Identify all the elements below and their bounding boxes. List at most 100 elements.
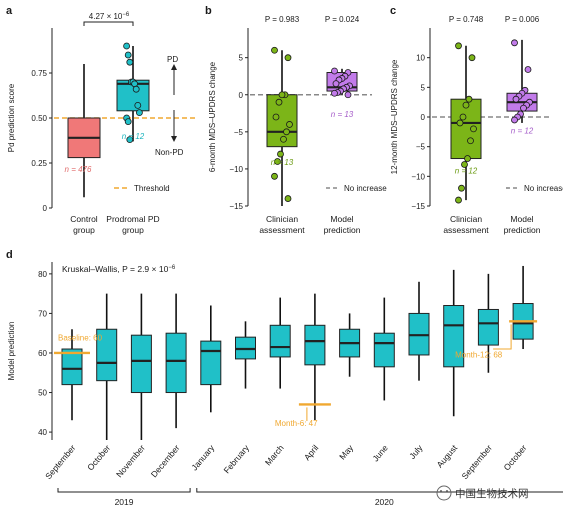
y-tick-label: −10	[411, 172, 425, 181]
data-point	[331, 89, 338, 97]
month-0-box	[61, 348, 83, 386]
data-point	[524, 66, 532, 73]
wechat-icon	[436, 485, 452, 501]
x-month-label: July	[407, 442, 425, 461]
kruskal-wallis-text: Kruskal–Wallis, P = 2.9 × 10	[62, 264, 169, 274]
y-tick-label: 0.50	[31, 114, 47, 123]
n-label: n = 476	[65, 165, 92, 174]
n-label: n = 12	[511, 127, 534, 136]
data-point	[283, 128, 290, 136]
wechat-icon-eye	[440, 490, 442, 492]
y-tick-label: 10	[416, 54, 425, 63]
arrow-down-label: Non-PD	[155, 148, 184, 157]
panel-b-chart: −15 −10 −5 0 5 6-month MDS–UPDRS change P = 0.…	[208, 15, 387, 235]
panel-a-chart: 0 0.25 0.50 0.75 Pd prediction score n = 476 C…	[7, 12, 196, 235]
x-category-label: Clinician	[450, 214, 482, 224]
panel-letter-b: b	[205, 5, 212, 17]
data-point	[132, 85, 140, 93]
month12-label: Month-12: 68	[455, 351, 503, 360]
panel-d-chart: 40 50 60 70 80 Model prediction September Octob…	[7, 262, 563, 507]
x-category-label: prediction	[504, 225, 541, 235]
data-point	[134, 102, 142, 109]
y-tick-label: 50	[38, 389, 47, 398]
y-axis-label: 12-month MDS–UPDRS change	[390, 59, 399, 174]
x-category-label: assessment	[443, 225, 489, 235]
y-tick-label: 70	[38, 309, 47, 318]
bracket-p-value: 4.27 × 10−6	[89, 12, 130, 21]
x-month-label: April	[302, 443, 321, 463]
p-value-label: P = 0.983	[265, 15, 300, 24]
data-point	[455, 196, 462, 204]
wechat-icon-eye	[446, 490, 448, 492]
data-point	[272, 113, 280, 121]
panel-letter-c: c	[390, 5, 396, 17]
legend-threshold-label: Threshold	[134, 184, 170, 193]
data-point	[271, 46, 278, 54]
data-point	[331, 67, 338, 75]
month-6-box	[269, 324, 291, 358]
legend-reference-label: No increase	[524, 184, 563, 193]
x-month-label: May	[337, 442, 355, 461]
x-month-label: June	[370, 443, 390, 464]
significance-bracket	[83, 21, 134, 26]
data-point	[465, 95, 473, 103]
watermark-text: 中国生物技术网	[455, 487, 529, 500]
p-value-label: P = 0.006	[505, 15, 540, 24]
data-point	[275, 98, 283, 106]
month-1-box	[96, 328, 118, 382]
data-point	[511, 39, 518, 47]
x-month-label: December	[149, 443, 182, 480]
month-7-box	[304, 324, 326, 366]
y-axis-label: Model prediction	[7, 322, 16, 381]
y-tick-label: −15	[229, 202, 243, 211]
data-point	[456, 119, 464, 127]
data-point	[461, 161, 468, 168]
data-point	[280, 135, 287, 143]
n-label: n = 12	[455, 166, 478, 175]
y-tick-label: −10	[229, 165, 243, 174]
x-month-label: November	[114, 443, 147, 480]
watermark: 中国生物技术网	[436, 485, 529, 501]
month-4-box	[200, 340, 222, 386]
data-point	[278, 91, 286, 99]
arrow-up-head	[171, 64, 177, 70]
data-point	[467, 137, 474, 145]
data-point	[124, 51, 132, 59]
data-point	[512, 95, 520, 103]
n-label: n = 12	[122, 132, 145, 141]
kruskal-wallis-exponent: −6	[168, 265, 176, 271]
data-point	[511, 116, 518, 124]
data-point	[520, 104, 527, 112]
y-tick-label: 5	[421, 83, 426, 92]
y-tick-label: 5	[239, 54, 244, 63]
y-tick-label: 0	[421, 113, 426, 122]
x-category-label: Model	[330, 214, 353, 224]
y-tick-label: −5	[416, 143, 426, 152]
y-tick-label: −5	[234, 128, 244, 137]
x-category-label: Clinician	[266, 214, 298, 224]
y-tick-label: −15	[411, 202, 425, 211]
data-point	[284, 54, 292, 62]
data-point	[332, 80, 340, 88]
p-value-label: P = 0.024	[325, 15, 360, 24]
arrow-down-head	[171, 136, 177, 142]
y-axis-label: 6-month MDS–UPDRS change	[208, 61, 217, 172]
x-month-label: September	[460, 443, 494, 481]
bracket-p-mantissa: 4.27 × 10	[89, 12, 123, 21]
month-2-box	[130, 334, 152, 394]
data-point	[468, 54, 476, 62]
data-point	[459, 113, 467, 121]
data-point	[462, 101, 470, 109]
month-11-box	[443, 305, 465, 368]
data-point	[135, 109, 143, 116]
data-point	[123, 42, 130, 50]
data-point	[126, 58, 134, 66]
year-bracket	[196, 488, 563, 493]
y-tick-label: 0.75	[31, 69, 47, 78]
y-tick-label: 60	[38, 349, 47, 358]
bracket-p-exponent: −6	[122, 12, 130, 18]
year-label: 2020	[375, 497, 394, 507]
x-category-label: group	[122, 225, 144, 235]
y-tick-label: 0.25	[31, 159, 47, 168]
